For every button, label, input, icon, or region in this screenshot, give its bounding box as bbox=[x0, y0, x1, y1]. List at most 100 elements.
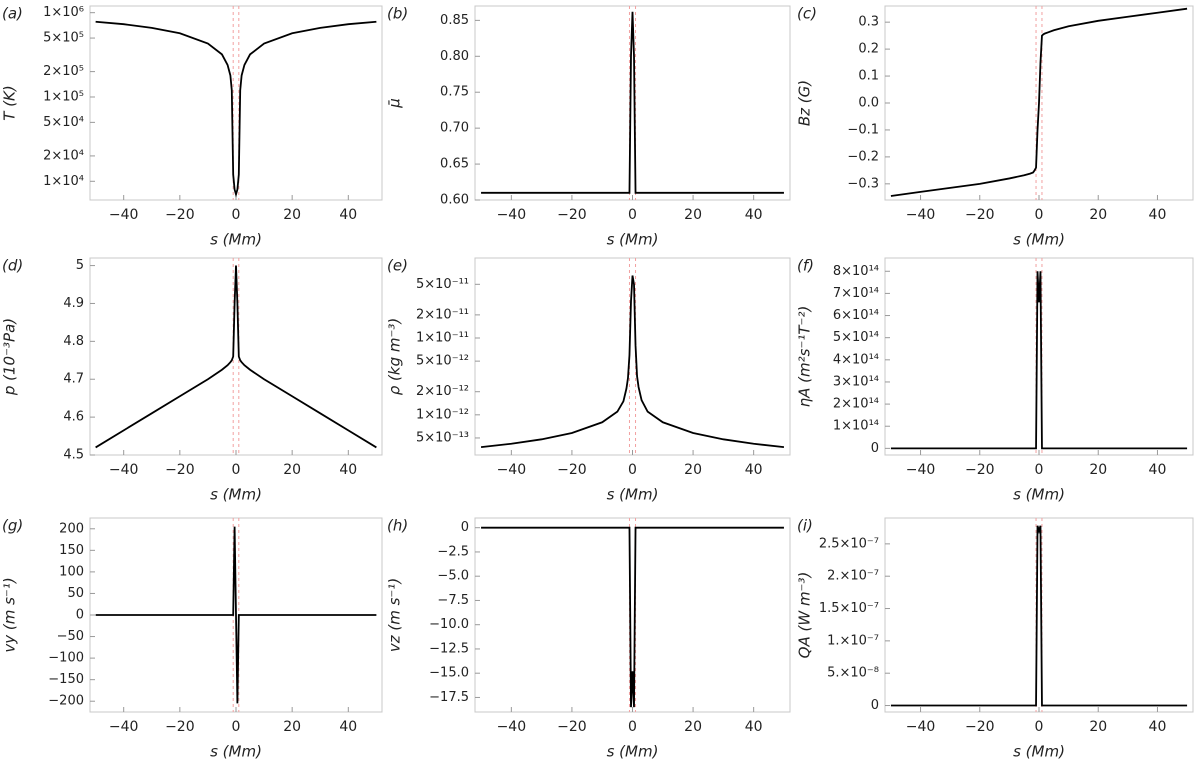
x-tick-label: 0 bbox=[232, 207, 241, 223]
x-tick-label: 40 bbox=[339, 207, 357, 223]
panel: (e) ρ (kg m⁻³) s (Mm) −40 −20 0 20 40 5×10⁻¹³ 1×1… bbox=[386, 257, 791, 504]
y-tick-label: −50 bbox=[57, 629, 84, 644]
x-tick-label: 20 bbox=[1089, 462, 1107, 478]
y-tick-label: 0.60 bbox=[440, 193, 469, 208]
x-tick-label: 20 bbox=[684, 719, 702, 735]
x-tick-label: 20 bbox=[283, 207, 301, 223]
panel-label: (e) bbox=[387, 257, 408, 275]
data-line bbox=[480, 275, 785, 449]
x-tick-label: 0 bbox=[232, 462, 241, 478]
y-tick-label: 4.7 bbox=[63, 372, 84, 387]
x-tick-label: −20 bbox=[165, 462, 195, 478]
x-tick-label: 40 bbox=[339, 719, 357, 735]
y-tick-label: 50 bbox=[67, 586, 84, 601]
panel-label: (d) bbox=[2, 257, 23, 275]
y-tick-label: 1×10⁶ bbox=[43, 5, 84, 20]
x-tick-label: 0 bbox=[628, 719, 637, 735]
y-tick-label: 5×10⁵ bbox=[43, 31, 84, 46]
y-tick-label: 2×10⁵ bbox=[43, 64, 84, 79]
y-tick-label: 0.65 bbox=[440, 157, 469, 172]
data-line bbox=[481, 11, 784, 194]
x-tick-label: −40 bbox=[906, 719, 936, 735]
y-tick-label: 0.80 bbox=[440, 49, 469, 64]
y-tick-label: 5 bbox=[76, 258, 84, 273]
y-axis-label: vz (m s⁻¹) bbox=[386, 578, 404, 652]
y-tick-label: 1.5×10⁻⁷ bbox=[819, 601, 879, 616]
panel-label: (i) bbox=[797, 517, 813, 535]
x-tick-label: 20 bbox=[684, 462, 702, 478]
x-tick-label: −40 bbox=[109, 462, 139, 478]
y-tick-label: −12.5 bbox=[429, 641, 469, 656]
x-axis-label: s (Mm) bbox=[1013, 231, 1065, 249]
x-tick-label: 40 bbox=[1149, 462, 1167, 478]
x-tick-label: −40 bbox=[109, 207, 139, 223]
x-axis-label: s (Mm) bbox=[1013, 486, 1065, 504]
x-tick-label: 0 bbox=[232, 719, 241, 735]
y-axis-label: ηA (m²s⁻¹T⁻²) bbox=[796, 306, 814, 408]
y-tick-label: 0 bbox=[871, 698, 879, 713]
y-tick-label: −0.1 bbox=[847, 122, 879, 137]
y-tick-label: −15.0 bbox=[429, 666, 469, 681]
y-tick-label: 0 bbox=[461, 520, 469, 535]
y-tick-label: 6×10¹⁴ bbox=[833, 308, 879, 323]
y-tick-label: −5.0 bbox=[437, 569, 469, 584]
panel: (g)vy (m s⁻¹)s (Mm)−40 −20 0 20 40−200−150−1… bbox=[1, 517, 383, 761]
panel: (a) T (K) s (Mm) −40 −20 0 20 40 1×10⁴ 2×10⁴ 5×10⁴… bbox=[1, 5, 383, 249]
x-tick-label: −20 bbox=[557, 462, 587, 478]
y-tick-label: −2.5 bbox=[437, 544, 469, 559]
y-tick-label: 4×10¹⁴ bbox=[833, 352, 879, 367]
plot-frame bbox=[884, 517, 1194, 713]
x-axis-label: s (Mm) bbox=[607, 486, 659, 504]
x-tick-label: 20 bbox=[283, 462, 301, 478]
data-line bbox=[890, 525, 1188, 707]
y-tick-label: −100 bbox=[48, 651, 84, 666]
y-axis-label: Bz (G) bbox=[796, 80, 814, 126]
x-tick-label: 40 bbox=[1149, 207, 1167, 223]
x-tick-label: 40 bbox=[745, 719, 763, 735]
panel: (f) ηA (m²s⁻¹T⁻²) s (Mm) −40 −20 0 20 40 0 1×10¹⁴… bbox=[796, 257, 1194, 504]
y-tick-label: 2×10⁻¹¹ bbox=[416, 307, 469, 322]
y-tick-label: −150 bbox=[48, 672, 84, 687]
y-tick-label: 0.0 bbox=[858, 96, 879, 111]
x-tick-label: 20 bbox=[1089, 207, 1107, 223]
x-tick-label: 20 bbox=[684, 207, 702, 223]
y-tick-label: 5×10⁻¹¹ bbox=[416, 277, 469, 292]
y-tick-label: 2×10¹⁴ bbox=[833, 397, 879, 412]
data-line bbox=[95, 526, 377, 704]
panel-label: (h) bbox=[387, 517, 408, 535]
x-tick-label: 40 bbox=[1149, 719, 1167, 735]
panel-label: (c) bbox=[797, 5, 817, 23]
x-axis-label: s (Mm) bbox=[210, 231, 262, 249]
y-tick-label: 4.8 bbox=[63, 334, 84, 349]
y-tick-label: 8×10¹⁴ bbox=[833, 264, 879, 279]
x-tick-label: 0 bbox=[1035, 207, 1044, 223]
data-line bbox=[890, 7, 1188, 197]
y-tick-label: 1×10⁴ bbox=[43, 174, 84, 189]
x-tick-label: 0 bbox=[1035, 719, 1044, 735]
x-axis-label: s (Mm) bbox=[607, 231, 659, 249]
panel: (c) Bz (G) s (Mm) −40 −20 0 20 40 −0.3 −0.2 −0.1 0.… bbox=[796, 5, 1194, 249]
y-tick-label: 0.70 bbox=[440, 121, 469, 136]
y-tick-label: 5×10⁴ bbox=[43, 115, 84, 130]
y-tick-label: 4.6 bbox=[63, 410, 84, 425]
y-tick-label: 1×10¹⁴ bbox=[833, 419, 879, 434]
y-tick-label: 0.2 bbox=[858, 42, 879, 57]
x-tick-label: −20 bbox=[557, 207, 587, 223]
y-tick-label: 0 bbox=[76, 608, 84, 623]
x-tick-label: −40 bbox=[906, 207, 936, 223]
x-tick-label: 20 bbox=[283, 719, 301, 735]
x-tick-label: −20 bbox=[165, 719, 195, 735]
y-tick-label: 2.×10⁻⁷ bbox=[827, 569, 879, 584]
panel: (d) p (10⁻³Pa) s (Mm) −40 −20 0 20 40 4.5 4.6 4.7 4… bbox=[1, 257, 383, 504]
x-axis-label: s (Mm) bbox=[1013, 743, 1065, 761]
data-line bbox=[481, 526, 784, 708]
panel-label: (g) bbox=[2, 517, 23, 535]
y-tick-label: 4.5 bbox=[63, 448, 84, 463]
x-tick-label: −20 bbox=[965, 462, 995, 478]
y-tick-label: 1×10⁵ bbox=[43, 89, 84, 104]
data-line bbox=[95, 265, 377, 449]
y-tick-label: 5.×10⁻⁸ bbox=[827, 666, 879, 681]
x-tick-label: −40 bbox=[497, 207, 527, 223]
panel: (b) μ̄ s (Mm) −40 −20 0 20 40 0.60 0.65 0.70 0.75 0.… bbox=[386, 5, 791, 249]
